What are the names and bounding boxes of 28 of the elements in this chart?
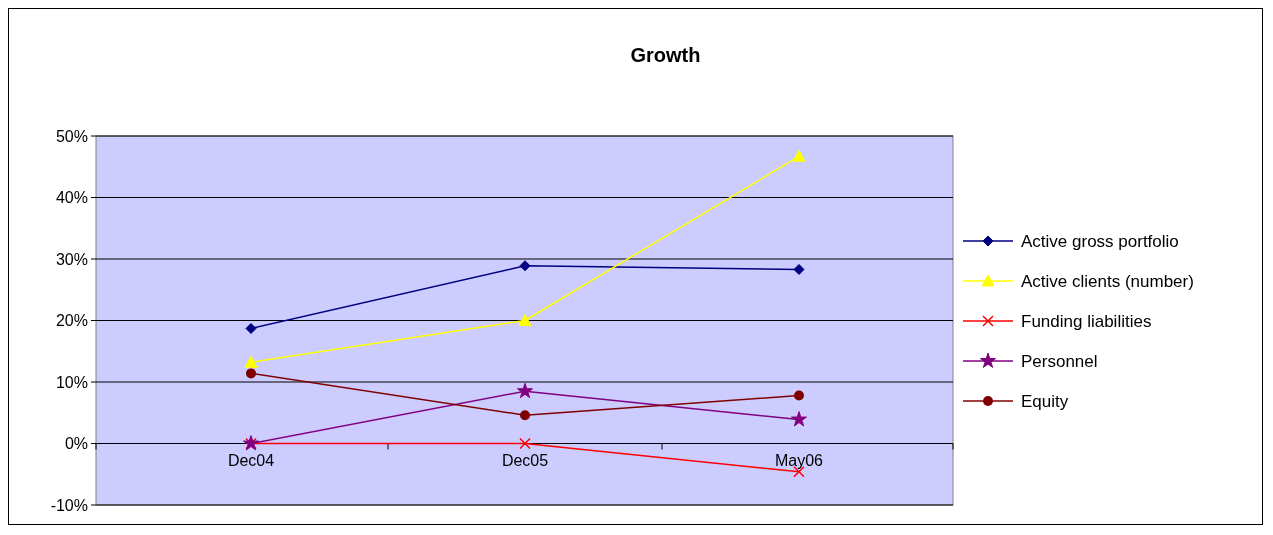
point — [520, 410, 530, 421]
legend-label: Active clients (number) — [1021, 271, 1194, 291]
legend-label: Personnel — [1021, 351, 1098, 371]
y-tick-label: 30% — [55, 250, 88, 268]
point — [790, 411, 808, 427]
y-tick-label: 40% — [55, 189, 88, 207]
y-tick-label: 20% — [55, 312, 88, 330]
point — [518, 314, 532, 326]
x-tick-label: Dec05 — [501, 451, 549, 469]
point — [245, 323, 257, 334]
point — [516, 382, 534, 399]
y-tick-label: 50% — [55, 127, 88, 145]
point — [519, 260, 531, 272]
y-tick-label: 0% — [64, 435, 88, 453]
point — [519, 437, 531, 450]
point — [794, 390, 804, 401]
point — [244, 355, 258, 368]
point — [246, 368, 256, 379]
legend-label: Equity — [1021, 391, 1069, 411]
x-tick-label: May06 — [774, 451, 824, 469]
y-tick-label: -10% — [50, 496, 88, 514]
x-tick-label: Dec04 — [227, 451, 275, 469]
legend-label: Active gross portfolio — [1021, 231, 1179, 251]
point — [793, 263, 805, 275]
point — [792, 149, 806, 162]
y-tick-label: 10% — [55, 373, 88, 391]
legend-label: Funding liabilities — [1021, 311, 1152, 331]
chart-title: Growth — [630, 44, 701, 66]
